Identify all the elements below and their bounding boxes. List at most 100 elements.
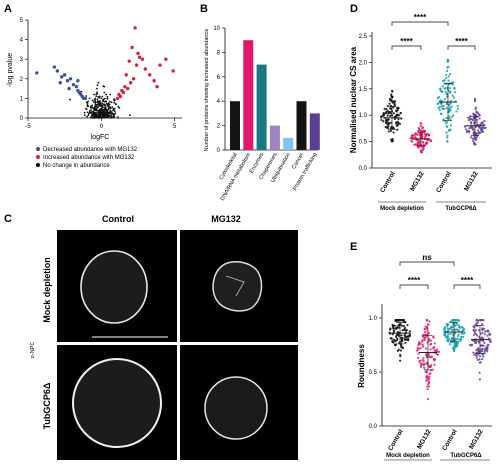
panel-e-data-point	[435, 352, 439, 356]
panel-e-xtick-label: MG132	[468, 428, 485, 450]
legend-label-increased: Increased abundance with MG132	[43, 155, 135, 161]
panel-e-data-point	[450, 319, 454, 322]
panel-e-data-point	[460, 337, 463, 340]
panel-d-data-point	[475, 118, 479, 122]
panel-e-data-point	[407, 339, 410, 342]
panel-d-ytick-label: 0.5	[359, 140, 368, 146]
panel-d-data-point	[389, 112, 392, 115]
panel-d-data-point	[474, 143, 477, 146]
panel-d-data-point	[444, 90, 447, 93]
panel-d-data-point	[414, 136, 417, 139]
panel-e-data-point	[476, 358, 479, 361]
panel-d-data-point	[453, 87, 456, 90]
no-change-point	[90, 105, 92, 108]
no-change-point	[86, 115, 88, 118]
no-change-point	[103, 116, 106, 119]
panel-d-data-point	[395, 124, 398, 127]
panel-d-data-point	[467, 131, 471, 134]
panel-c-micrographs: Control MG132 Mock depletion TubGCP6Δ α-…	[30, 214, 298, 460]
panel-e-data-point	[425, 362, 429, 365]
panel-d-data-point	[475, 121, 478, 124]
panel-d-data-point	[424, 134, 428, 137]
panel-d-data-point	[417, 126, 420, 130]
no-change-point	[106, 95, 109, 98]
panel-d-group-tubgcp6: TubGCP6Δ	[445, 206, 477, 212]
increased-point	[128, 81, 133, 85]
increased-point	[148, 73, 152, 77]
panel-d-ytick-label: 1.5	[359, 87, 368, 93]
bar-chaperones	[269, 125, 280, 150]
no-change-point	[103, 104, 106, 107]
panel-d-data-point	[483, 127, 486, 130]
panel-d-data-point	[447, 79, 450, 82]
panel-b-ytick-label: 8	[217, 50, 221, 56]
bar-protein-trafficking	[309, 113, 320, 150]
no-change-point	[114, 112, 117, 114]
nucleus-mock-control	[80, 250, 148, 324]
panel-e-data-point	[416, 346, 419, 349]
panel-d-data-point	[391, 95, 394, 98]
panel-d-data-point	[473, 97, 477, 100]
panel-d-xtick-label: Control	[435, 170, 453, 194]
panel-e-data-point	[418, 360, 421, 363]
no-change-point	[99, 101, 102, 104]
nucleus-tubgcp6-mg132	[204, 376, 268, 440]
no-change-point	[94, 114, 97, 117]
panel-e-data-point	[392, 338, 395, 341]
decreased-point	[71, 82, 76, 87]
increased-point	[127, 59, 131, 63]
panel-d-data-point	[389, 138, 393, 141]
panel-d-data-point	[389, 107, 392, 110]
panel-d-data-point	[381, 114, 384, 118]
no-change-point	[80, 90, 83, 93]
panel-e-data-point	[446, 337, 449, 341]
panel-d-data-point	[447, 83, 451, 86]
panel-d-group-mock: Mock depletion	[380, 206, 424, 212]
panel-e-data-point	[480, 322, 484, 326]
panel-d-sig-bracket	[447, 45, 476, 50]
no-change-point	[88, 97, 91, 100]
panel-d-data-point	[445, 76, 448, 80]
panel-e-data-point	[454, 319, 457, 322]
panel-e-data-point	[478, 371, 481, 374]
panel-e-data-point	[426, 329, 429, 333]
panel-d-data-point	[475, 110, 478, 114]
no-change-point	[87, 113, 90, 115]
no-change-point	[109, 111, 112, 114]
increased-point	[130, 45, 134, 50]
decreased-point	[55, 69, 60, 73]
decreased-point	[52, 65, 57, 69]
no-change-point	[89, 116, 92, 119]
panel-e-data-point	[421, 334, 424, 337]
legend-dot-increased	[36, 155, 40, 159]
decreased-point	[67, 86, 71, 91]
no-change-point	[100, 113, 103, 115]
no-change-point	[96, 113, 99, 116]
panel-e-data-point	[404, 338, 408, 341]
panel-e-data-point	[426, 327, 429, 330]
panel-e-data-point	[420, 340, 423, 343]
legend-label-decreased: Decreased abundance with MG132	[43, 147, 138, 153]
panel-d-data-point	[443, 97, 446, 101]
panel-e-data-point	[430, 355, 433, 359]
panel-e-data-point	[421, 343, 424, 346]
panel-e-data-point	[401, 336, 404, 339]
panel-e-data-point	[426, 385, 429, 388]
panel-d-data-point	[383, 107, 386, 111]
panel-d-data-point	[391, 90, 394, 93]
panel-e-data-point	[453, 332, 457, 335]
no-change-point	[86, 103, 89, 106]
no-change-point	[110, 116, 112, 119]
panel-e-data-point	[482, 355, 485, 358]
panel-d-data-point	[441, 85, 445, 88]
panel-e-data-point	[433, 342, 436, 345]
increased-point	[124, 73, 128, 77]
panel-e-data-point	[486, 330, 489, 333]
panel-d-data-point	[474, 99, 477, 103]
no-change-point	[112, 115, 115, 118]
decreased-point	[35, 71, 39, 75]
panel-d-data-point	[483, 119, 486, 123]
increased-point	[126, 86, 130, 91]
panel-d-data-point	[421, 127, 424, 130]
